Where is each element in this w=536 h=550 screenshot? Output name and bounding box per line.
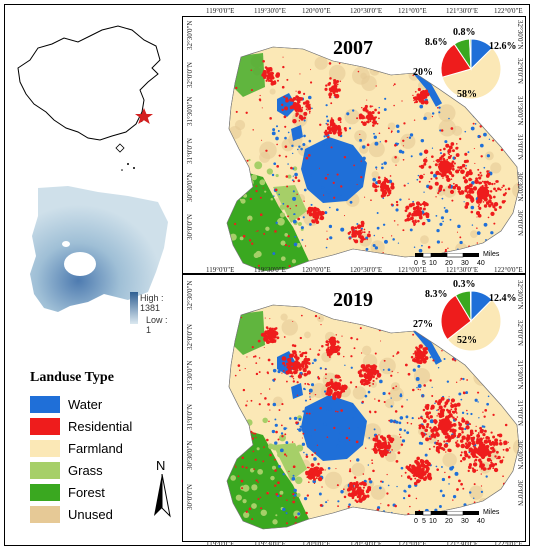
pie-label-forest: 8.6%	[425, 37, 448, 48]
year-label: 2007	[333, 37, 373, 59]
year-label: 2019	[333, 289, 373, 311]
legend-title: Landuse Type	[30, 370, 114, 385]
pie-slice-residential	[440, 43, 472, 78]
legend-item-residential: Residential	[30, 418, 132, 435]
lat-label-right: 32°0'0"N	[516, 58, 524, 84]
lat-label-right: 31°30'0"N	[516, 96, 524, 126]
pie-label-residential: 27%	[413, 319, 433, 330]
lon-label-top: 122°0'0"E	[494, 7, 523, 15]
lon-label-top: 119°30'0"E	[254, 7, 286, 15]
lon-label-mid: 120°0'0"E	[302, 266, 331, 274]
lat-label-right: 30°30'0"N	[516, 172, 524, 202]
lon-label-bottom: 119°0'0"E	[206, 540, 235, 548]
dem-low-label: Low : 1	[146, 315, 168, 335]
legend-swatch	[30, 440, 60, 457]
lat-label-right: 31°0'0"N	[516, 134, 524, 160]
legend-item-forest: Forest	[30, 484, 105, 501]
pie-label-water: 12.4%	[489, 293, 517, 304]
pie-slice-grass	[469, 290, 472, 322]
lat-label-left: 30°0'0"N	[186, 484, 194, 510]
china-locator-panel	[8, 16, 174, 178]
dem-elevation-map	[30, 186, 168, 312]
lon-label-mid: 119°0'0"E	[206, 266, 235, 274]
lake-taihu	[301, 137, 367, 203]
legend-swatch	[30, 396, 60, 413]
lon-label-bottom: 119°30'0"E	[254, 540, 286, 548]
legend-swatch	[30, 506, 60, 523]
legend-item-unused: Unused	[30, 506, 113, 523]
lat-label-right: 31°30'0"N	[516, 360, 524, 390]
lat-label-left: 32°30'0"N	[186, 280, 194, 310]
lon-label-mid: 121°30'0"E	[446, 266, 479, 274]
lat-label-left: 30°30'0"N	[186, 172, 194, 202]
lon-label-mid: 119°30'0"E	[254, 266, 286, 274]
map-panel-2007: 2007 0.8% 8.6% 12.6% 20% 58% 0 5 10 20 3…	[182, 16, 526, 274]
legend-swatch	[30, 462, 60, 479]
pie-slice-residential	[440, 294, 472, 341]
lon-label-mid: 121°0'0"E	[398, 266, 427, 274]
lat-label-left: 31°0'0"N	[186, 138, 194, 164]
pie-slice-grass	[468, 38, 472, 70]
pie-label-forest: 8.3%	[425, 289, 448, 300]
landuse-map-2019	[226, 304, 520, 530]
lon-label-bottom: 122°0'0"E	[494, 540, 523, 548]
dem-high-label: High : 1381	[140, 293, 164, 313]
landuse-pie-2019	[440, 290, 502, 352]
figure-frame	[4, 4, 530, 546]
legend-item-water: Water	[30, 396, 102, 413]
north-arrow-icon: N	[152, 458, 172, 518]
pie-label-grass: 0.3%	[453, 279, 476, 290]
lat-label-right: 30°30'0"N	[516, 440, 524, 470]
lat-label-left: 31°30'0"N	[186, 96, 194, 126]
pie-label-grass: 0.8%	[453, 27, 476, 38]
lat-label-left: 32°0'0"N	[186, 62, 194, 88]
pie-slice-farmland	[446, 298, 502, 352]
lon-label-top: 120°30'0"E	[350, 7, 383, 15]
lat-label-left: 31°30'0"N	[186, 360, 194, 390]
scale-bar: 0 5 10 20 30 40 Miles	[414, 509, 500, 525]
landuse-map-2007	[226, 46, 520, 272]
lat-label-right: 32°30'0"N	[516, 280, 524, 310]
lat-label-left: 32°0'0"N	[186, 324, 194, 350]
legend-swatch	[30, 418, 60, 435]
legend-swatch	[30, 484, 60, 501]
lon-label-mid: 122°0'0"E	[494, 266, 523, 274]
dem-inset-panel: High : 1381 Low : 1	[8, 182, 174, 342]
lon-label-top: 120°0'0"E	[302, 7, 331, 15]
lon-label-bottom: 120°30'0"E	[350, 540, 383, 548]
dem-color-ramp	[130, 292, 138, 324]
lon-label-bottom: 121°0'0"E	[398, 540, 427, 548]
landuse-raster	[227, 305, 519, 529]
pie-label-water: 12.6%	[489, 41, 517, 52]
legend-item-farmland: Farmland	[30, 440, 123, 457]
landuse-pie-2007	[440, 38, 502, 100]
lon-label-bottom: 121°30'0"E	[446, 540, 479, 548]
lon-label-top: 121°0'0"E	[398, 7, 427, 15]
lat-label-right: 31°0'0"N	[516, 400, 524, 426]
lat-label-left: 32°30'0"N	[186, 20, 194, 50]
pie-slice-farmland	[441, 47, 502, 100]
lon-label-mid: 120°30'0"E	[350, 266, 383, 274]
lon-label-top: 119°0'0"E	[206, 7, 235, 15]
study-area-star-icon	[135, 108, 153, 124]
lat-label-left: 30°0'0"N	[186, 214, 194, 240]
lat-label-left: 31°0'0"N	[186, 404, 194, 430]
lon-label-bottom: 120°0'0"E	[302, 540, 331, 548]
lat-label-right: 30°0'0"N	[516, 210, 524, 236]
china-outline-map	[17, 25, 161, 171]
lat-label-right: 32°30'0"N	[516, 20, 524, 50]
landuse-legend-panel: Landuse Type Water Residential Farmland …	[8, 362, 174, 542]
legend-item-grass: Grass	[30, 462, 103, 479]
map-panel-2019: 2019 0.3% 8.3% 12.4% 27% 52% 0 5 10 20 3…	[182, 274, 526, 542]
lat-label-right: 30°0'0"N	[516, 480, 524, 506]
lat-label-right: 32°0'0"N	[516, 320, 524, 346]
scale-bar: 0 5 10 20 30 40 Miles	[414, 251, 500, 267]
pie-label-farmland: 52%	[457, 335, 477, 346]
lat-label-left: 30°30'0"N	[186, 440, 194, 470]
pie-label-farmland: 58%	[457, 89, 477, 100]
pie-label-residential: 20%	[413, 67, 433, 78]
lon-label-top: 121°30'0"E	[446, 7, 479, 15]
